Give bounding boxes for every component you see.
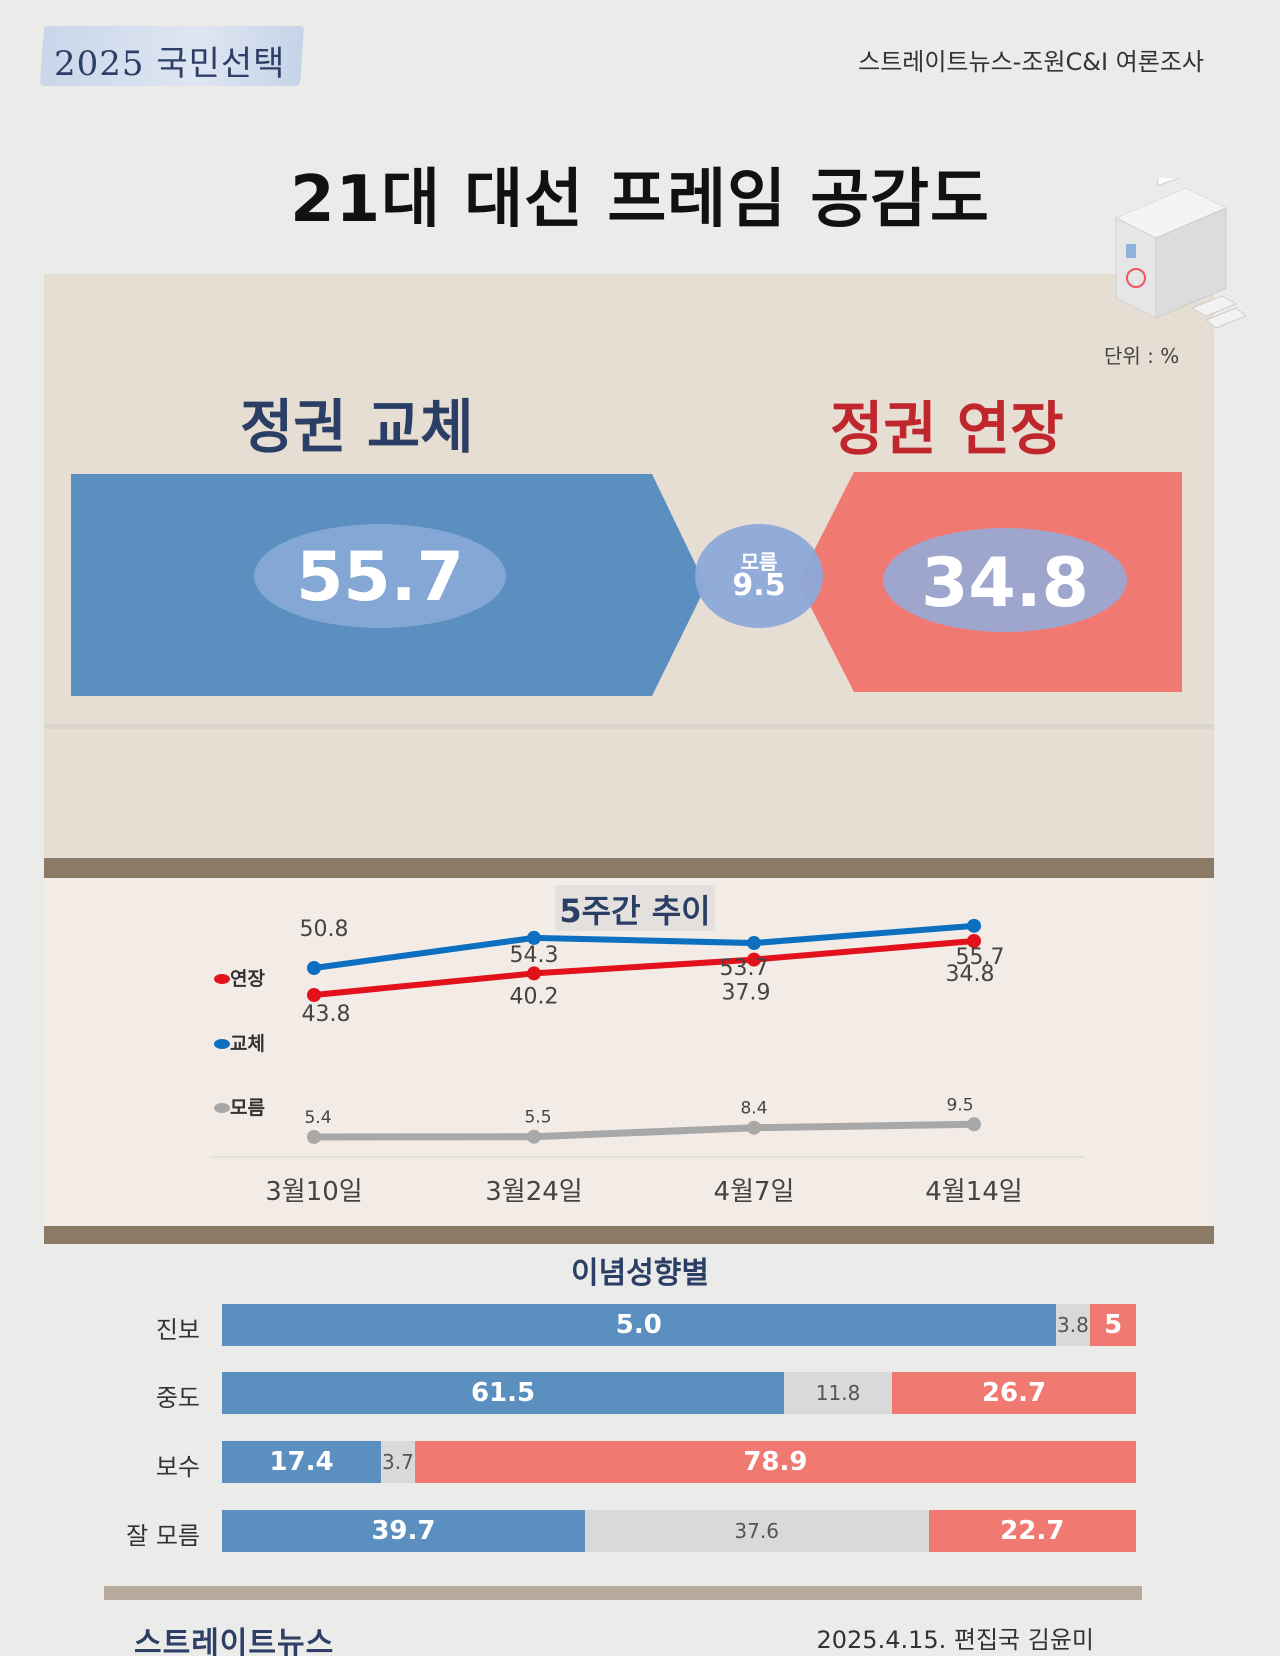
bar-segment-모름: 3.7	[381, 1441, 415, 1483]
footer-rule	[104, 1586, 1142, 1600]
bar-segment-모름: 3.8	[1055, 1304, 1091, 1346]
page-title: 21대 대선 프레임 공감도	[290, 163, 990, 237]
data-label-연장: 34.8	[946, 962, 995, 987]
extend-value: 34.8	[921, 544, 1089, 623]
series-line-교체	[311, 922, 977, 971]
footer-date: 2025.4.15. 편집국 김윤미	[816, 1626, 1094, 1654]
data-point-모름	[747, 1120, 761, 1135]
series-line-연장	[311, 938, 977, 998]
data-point-모름	[307, 1130, 321, 1144]
data-label-연장: 37.9	[722, 981, 771, 1006]
data-point-연장	[967, 934, 981, 948]
legend-label-replace: 교체	[230, 1033, 265, 1055]
bar-segment-연장: 5	[1090, 1304, 1136, 1346]
bar-segment-연장: 22.7	[928, 1510, 1136, 1552]
brand-title: 2025 국민선택	[54, 44, 286, 84]
unknown-value-ellipse	[695, 524, 823, 628]
data-label-교체: 53.7	[720, 956, 769, 981]
unknown-value: 9.5	[732, 568, 786, 603]
trend-panel	[44, 878, 1214, 1226]
trend-chart: 5.4 5.5 8.4 9.5 43.8 40.2 37.9 34.8 50.8 54.3 53.7…	[210, 917, 1085, 1207]
extend-value-ellipse	[883, 528, 1127, 632]
replace-value-ellipse	[254, 524, 506, 628]
bar-segment-교체: 5.0	[222, 1304, 1056, 1346]
data-point-모름	[967, 1117, 981, 1132]
data-point-교체	[307, 961, 321, 975]
data-point-교체	[747, 936, 761, 951]
data-point-교체	[967, 918, 981, 933]
data-label-교체: 54.3	[510, 943, 559, 968]
bar-segment-연장: 26.7	[891, 1372, 1136, 1414]
row-label: 진보	[155, 1316, 200, 1344]
data-point-연장	[307, 988, 321, 1002]
bar-segment-모름: 11.8	[784, 1372, 892, 1414]
data-label-연장: 40.2	[510, 984, 559, 1009]
extend-label: 정권 연장	[830, 395, 1064, 463]
data-point-모름	[527, 1129, 541, 1144]
bar-segment-교체: 17.4	[222, 1441, 382, 1483]
data-label-모름: 8.4	[740, 1099, 767, 1119]
row-label: 잘 모름	[126, 1522, 200, 1550]
legend-label-extend: 연장	[230, 968, 265, 990]
legend-marker-unknown	[214, 1103, 230, 1113]
bar-segment-연장: 78.9	[414, 1441, 1136, 1483]
row-label: 보수	[155, 1453, 200, 1481]
summary-graphic	[71, 472, 1182, 696]
replace-label: 정권 교체	[240, 393, 474, 461]
unknown-label: 모름	[740, 550, 778, 574]
data-label-연장: 43.8	[302, 1002, 351, 1027]
data-label-모름: 5.5	[524, 1108, 551, 1128]
legend-marker-replace	[214, 1039, 230, 1049]
data-label-모름: 9.5	[946, 1095, 973, 1115]
panel-divider	[44, 724, 1214, 729]
bar-segment-교체: 39.7	[222, 1510, 585, 1552]
x-tick-label: 3월24일	[485, 1177, 582, 1207]
ballot-box-icon	[1114, 178, 1246, 329]
data-point-연장	[747, 952, 761, 967]
bar-segment-교체: 61.5	[222, 1372, 785, 1414]
section-strip-bottom	[44, 1224, 1214, 1244]
x-tick-label: 4월14일	[925, 1177, 1022, 1207]
poll-source: 스트레이트뉴스-조원C&I 여론조사	[858, 48, 1204, 76]
data-point-연장	[527, 966, 541, 981]
footer-logo: 스트레이트뉴스	[134, 1626, 335, 1656]
replace-value: 55.7	[296, 538, 464, 617]
data-point-교체	[527, 930, 541, 945]
trend-title-bg	[555, 885, 715, 931]
x-tick-label: 3월10일	[265, 1177, 362, 1207]
data-label-모름: 5.4	[304, 1108, 331, 1128]
data-label-교체: 50.8	[300, 917, 349, 942]
x-tick-label: 4월7일	[714, 1177, 795, 1207]
bar-segment-모름: 37.6	[584, 1510, 929, 1552]
series-line-모름	[310, 1120, 978, 1141]
ideology-title: 이념성향별	[571, 1256, 709, 1291]
legend-marker-extend	[214, 974, 230, 984]
legend-label-unknown: 모름	[230, 1097, 265, 1119]
trend-title: 5주간 추이	[559, 892, 711, 930]
section-strip-top	[44, 858, 1214, 878]
unit-label: 단위 : %	[1104, 344, 1180, 368]
row-label: 중도	[155, 1384, 200, 1412]
data-label-교체: 55.7	[956, 945, 1005, 970]
